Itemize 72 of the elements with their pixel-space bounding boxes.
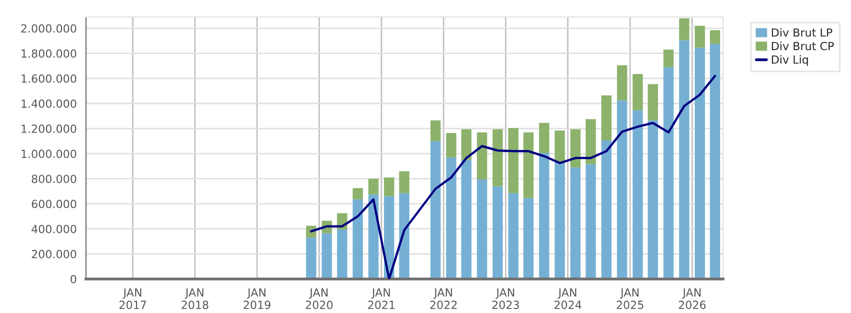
y-tick-label: 800.000 — [32, 174, 76, 184]
bar — [352, 199, 363, 279]
bar — [570, 129, 581, 168]
bar — [616, 65, 628, 100]
bar — [508, 193, 518, 279]
bar — [446, 132, 456, 158]
bar — [461, 160, 472, 279]
bar — [430, 141, 441, 279]
bar — [648, 120, 658, 279]
y-tick-label: 0 — [70, 274, 76, 284]
bar — [322, 233, 332, 279]
bar — [632, 74, 643, 110]
x-tick-label: JAN 2020 — [306, 288, 333, 310]
bar — [679, 18, 690, 40]
bar — [446, 157, 456, 279]
bar — [554, 130, 565, 162]
bar — [306, 238, 316, 279]
bar — [601, 140, 612, 279]
bar — [539, 122, 550, 154]
y-tick-label: 1.600.000 — [22, 74, 76, 83]
bar — [648, 84, 658, 120]
legend-label: Div Brut LP — [772, 28, 832, 37]
y-tick-label: 1.800.000 — [22, 49, 76, 58]
bar — [632, 110, 643, 279]
line-series — [310, 74, 716, 279]
bar — [492, 186, 503, 279]
x-tick-label: JAN 2026 — [678, 288, 706, 310]
x-tick-label: JAN 2017 — [119, 288, 146, 310]
x-tick-label: JAN 2021 — [368, 288, 395, 310]
y-tick-label: 600.000 — [32, 200, 76, 208]
bar — [616, 100, 628, 279]
bar — [663, 50, 674, 68]
bar — [663, 67, 674, 279]
x-tick-label: JAN 2023 — [492, 288, 519, 310]
bar — [679, 40, 690, 279]
bar — [461, 129, 472, 160]
x-tick-label: JAN 2022 — [430, 288, 457, 310]
bar — [601, 95, 612, 140]
bar — [570, 167, 581, 279]
bar — [694, 48, 705, 279]
bar — [586, 119, 596, 164]
x-tick-label: JAN 2024 — [554, 288, 582, 310]
bar — [352, 188, 363, 200]
bar — [399, 171, 410, 194]
y-tick-label: 400.000 — [32, 224, 76, 234]
bar — [337, 229, 348, 279]
legend-label: Div Liq — [772, 55, 808, 66]
bar — [710, 44, 720, 279]
x-tick-label: JAN 2018 — [182, 288, 208, 310]
x-tick-label: JAN 2019 — [244, 288, 270, 310]
bar — [508, 128, 518, 194]
bar — [430, 120, 441, 142]
bar — [694, 26, 705, 48]
bar — [523, 198, 534, 279]
bar — [384, 177, 394, 196]
y-tick-label: 1.400.000 — [22, 99, 76, 108]
bar — [476, 179, 488, 279]
y-tick-label: 200.000 — [32, 250, 76, 258]
bar — [492, 129, 503, 186]
legend-label: Div Brut CP — [772, 42, 834, 50]
y-tick-label: 1.000.000 — [22, 150, 76, 158]
x-tick-label: JAN 2025 — [616, 288, 644, 310]
bar — [554, 162, 565, 279]
bar — [539, 153, 550, 279]
bar — [476, 132, 488, 180]
bar — [399, 193, 410, 279]
bar — [586, 164, 596, 279]
bar — [710, 30, 720, 44]
bar — [368, 178, 379, 194]
bar — [523, 132, 534, 198]
y-tick-label: 2.000.000 — [21, 24, 76, 33]
y-tick-label: 1.200.000 — [22, 124, 76, 133]
